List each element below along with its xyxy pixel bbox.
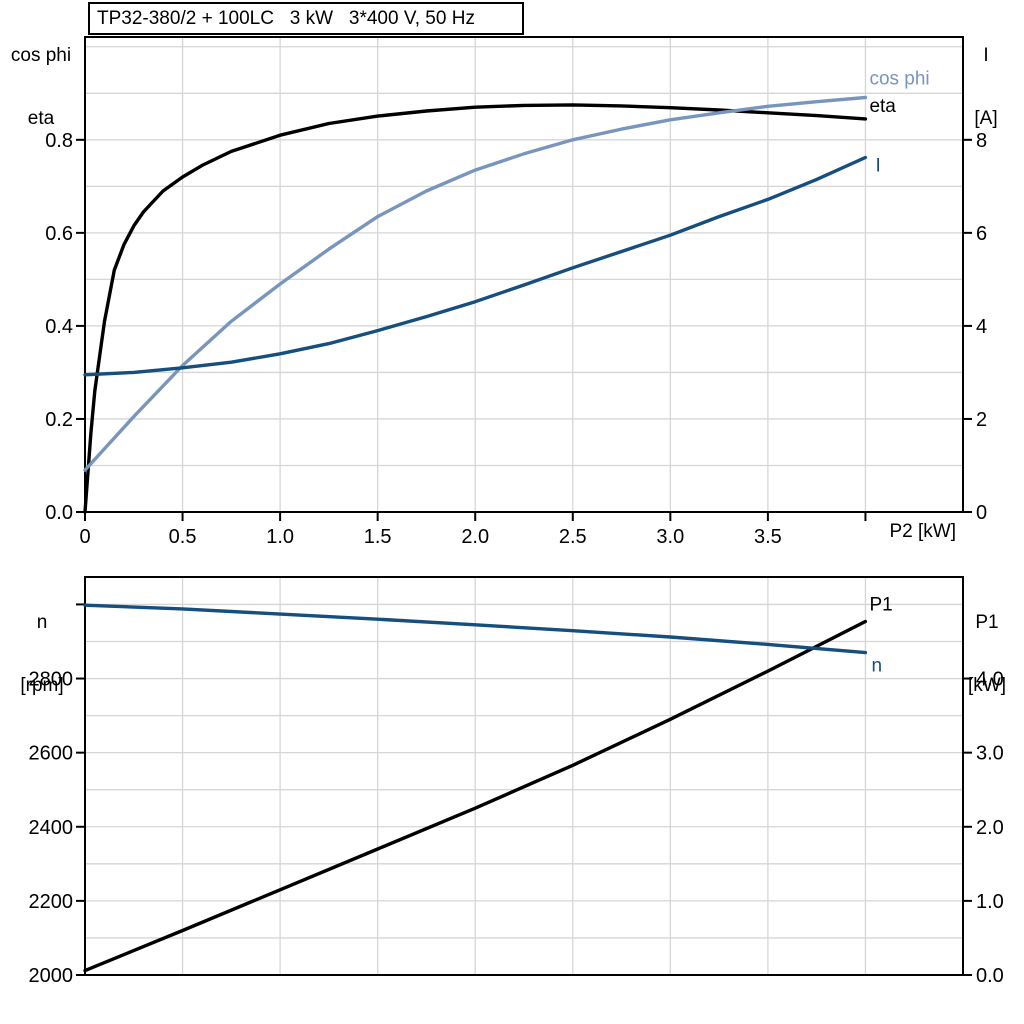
curve-n bbox=[83, 603, 868, 655]
left-axis-header-line2: [rpm] bbox=[20, 675, 64, 696]
curve-label-eta: eta bbox=[869, 96, 896, 117]
right-tick-label: 2 bbox=[976, 409, 987, 431]
chart-title: TP32-380/2 + 100LC 3 kW 3*400 V, 50 Hz bbox=[97, 7, 475, 29]
right-tick-label: 0 bbox=[976, 502, 987, 524]
x-axis-label: P2 [kW] bbox=[889, 521, 956, 542]
right-axis-header-line2: [A] bbox=[974, 108, 998, 129]
x-tick-label: 3.5 bbox=[754, 526, 782, 548]
bottom-chart-right-axis-header: P1 [kW] bbox=[958, 570, 1016, 738]
curve-label-P1: P1 bbox=[869, 594, 892, 615]
left-tick-label: 0.6 bbox=[45, 223, 73, 245]
left-tick-label: 0.0 bbox=[45, 502, 73, 524]
right-tick-label: 0.0 bbox=[976, 965, 1004, 987]
left-tick-label: 0.4 bbox=[45, 316, 73, 338]
right-tick-label: 4.0 bbox=[976, 669, 1004, 691]
motor-curves-top-plot: 0 0.5 1.0 1.5 2.0 2.5 3.0 3.5 0.0 0.2 0.4 0.6 0.8 0 2 4… bbox=[45, 36, 987, 548]
curve-cos-phi bbox=[83, 95, 868, 472]
plot-frame bbox=[84, 36, 964, 513]
bottom-chart-left-axis-header: n [rpm] bbox=[4, 570, 80, 738]
x-tick-label: 0.5 bbox=[169, 526, 197, 548]
left-axis-header-line2: eta bbox=[27, 108, 55, 129]
left-tick-label: 2600 bbox=[29, 743, 74, 765]
left-tick-label: 2400 bbox=[29, 817, 74, 839]
x-tick-label: 2.5 bbox=[559, 526, 587, 548]
left-tick-label: 2200 bbox=[29, 891, 74, 913]
right-tick-label: 6 bbox=[976, 223, 987, 245]
top-chart-left-axis-header: cos phi eta bbox=[2, 3, 80, 171]
curve-P1 bbox=[83, 619, 868, 973]
curve-label-I: I bbox=[875, 155, 880, 176]
top-chart-right-axis-header: I [A] bbox=[960, 3, 1012, 171]
x-tick-label: 1.0 bbox=[266, 526, 294, 548]
x-tick-label: 1.5 bbox=[364, 526, 392, 548]
right-axis-header-line1: I bbox=[983, 45, 989, 66]
speed-power-bottom-plot: 2000 2200 2400 2600 2800 0.0 1.0 2.0 3.0 4.0 P1 n bbox=[29, 576, 1004, 987]
left-tick-label: 0.2 bbox=[45, 409, 73, 431]
left-axis-header-line1: n bbox=[36, 612, 48, 633]
right-tick-label: 1.0 bbox=[976, 891, 1004, 913]
x-tick-label: 3.0 bbox=[656, 526, 684, 548]
left-tick-label: 2800 bbox=[29, 669, 74, 691]
left-axis-header-line1: cos phi bbox=[10, 45, 72, 66]
curve-I bbox=[83, 155, 868, 377]
right-tick-label: 3.0 bbox=[976, 743, 1004, 765]
left-tick-label: 2000 bbox=[29, 965, 74, 987]
right-tick-label: 2.0 bbox=[976, 817, 1004, 839]
curve-eta bbox=[83, 103, 868, 514]
right-axis-header-line1: P1 bbox=[975, 612, 999, 633]
right-tick-label: 4 bbox=[976, 316, 987, 338]
plot-frame bbox=[84, 576, 964, 976]
chart-title-box: TP32-380/2 + 100LC 3 kW 3*400 V, 50 Hz bbox=[88, 2, 524, 35]
x-tick-label: 0 bbox=[79, 526, 90, 548]
curve-label-n: n bbox=[871, 656, 882, 677]
curve-label-cos-phi: cos phi bbox=[869, 68, 929, 89]
right-tick-label: 8 bbox=[976, 130, 987, 152]
x-tick-label: 2.0 bbox=[461, 526, 489, 548]
left-tick-label: 0.8 bbox=[45, 130, 73, 152]
right-axis-header-line2: [kW] bbox=[968, 675, 1006, 696]
